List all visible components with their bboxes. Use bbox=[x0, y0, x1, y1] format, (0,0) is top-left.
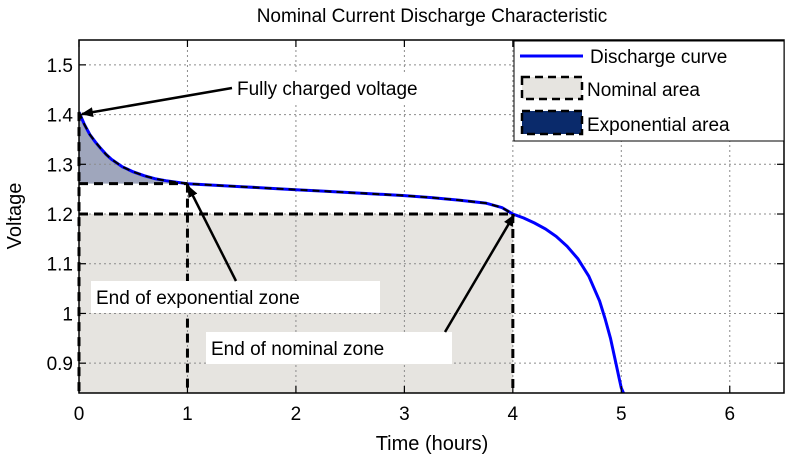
y-tick-label: 1.3 bbox=[47, 155, 73, 176]
annotation-exp-end: End of exponential zone bbox=[96, 288, 300, 309]
y-tick-label: 1.5 bbox=[47, 56, 73, 77]
x-tick-label: 4 bbox=[508, 404, 519, 425]
x-tick-label: 6 bbox=[724, 404, 735, 425]
annotation-nom-end: End of nominal zone bbox=[211, 339, 384, 360]
y-tick-label: 1.1 bbox=[47, 255, 73, 276]
legend-label-nominal: Nominal area bbox=[587, 80, 700, 101]
legend: Discharge curve Nominal area Exponential… bbox=[513, 40, 785, 142]
ticks-layer: 0 1 2 3 4 5 6 0.9 1 1.1 1.2 1.3 1.4 1.5 bbox=[47, 40, 784, 425]
y-tick-label: 0.9 bbox=[47, 354, 73, 375]
legend-swatch-nominal bbox=[520, 75, 584, 101]
chart-title: Nominal Current Discharge Characteristic bbox=[257, 6, 608, 27]
annotations: Fully charged voltage End of exponential… bbox=[81, 72, 516, 364]
arrow-full-charge bbox=[81, 86, 233, 118]
y-tick-label: 1.2 bbox=[47, 205, 73, 226]
legend-label-discharge: Discharge curve bbox=[590, 47, 727, 68]
y-axis-title: Voltage bbox=[4, 183, 26, 250]
y-tick-label: 1.4 bbox=[47, 106, 74, 127]
x-tick-label: 0 bbox=[74, 404, 85, 425]
plot-frame bbox=[78, 39, 785, 394]
y-tick-label: 1 bbox=[62, 304, 73, 325]
legend-swatch-exponential bbox=[520, 109, 584, 136]
legend-label-exponential: Exponential area bbox=[587, 115, 730, 136]
arrow-nom-end bbox=[443, 214, 516, 333]
x-tick-label: 3 bbox=[399, 404, 410, 425]
annotation-bg-nom-end bbox=[206, 332, 452, 364]
x-axis-title: Time (hours) bbox=[376, 433, 489, 455]
annotation-full-charge: Fully charged voltage bbox=[237, 79, 418, 100]
annotation-bg-full-charge bbox=[232, 72, 484, 104]
x-tick-label: 2 bbox=[291, 404, 302, 425]
x-tick-label: 1 bbox=[182, 404, 193, 425]
x-tick-label: 5 bbox=[616, 404, 627, 425]
exponential-area bbox=[79, 112, 188, 184]
arrow-exp-end bbox=[186, 185, 238, 282]
annotation-bg-exp-end bbox=[91, 281, 380, 313]
